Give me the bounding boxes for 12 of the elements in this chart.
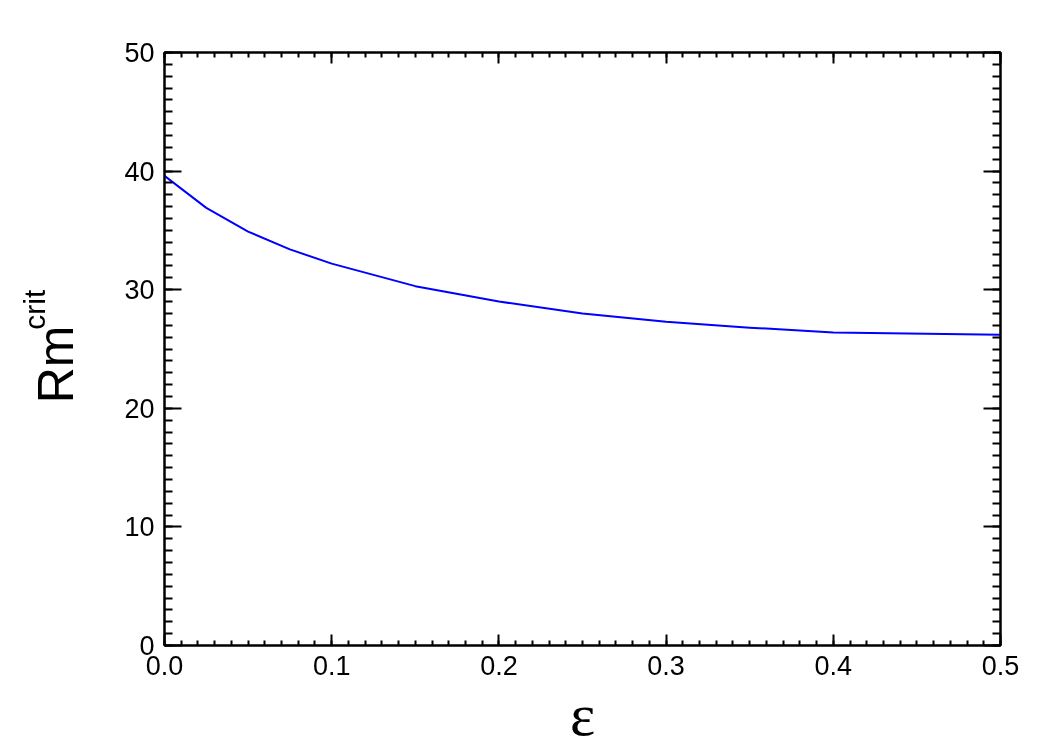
y-tick-label: 10 [124, 512, 155, 543]
y-tick-label: 30 [124, 275, 155, 306]
x-tick-label: 0.4 [814, 650, 853, 681]
y-axis-title: Rmcrit [18, 289, 84, 404]
y-tick-label: 40 [124, 156, 155, 187]
x-tick-label: 0.1 [312, 650, 351, 681]
x-axis-title: ε [569, 681, 596, 748]
y-tick-label: 50 [124, 38, 155, 68]
x-tick-label: 0.5 [981, 650, 1020, 681]
x-tick-label: 0.3 [647, 650, 685, 681]
x-tick-label: 0.2 [480, 650, 518, 681]
y-tick-label: 20 [124, 393, 155, 424]
